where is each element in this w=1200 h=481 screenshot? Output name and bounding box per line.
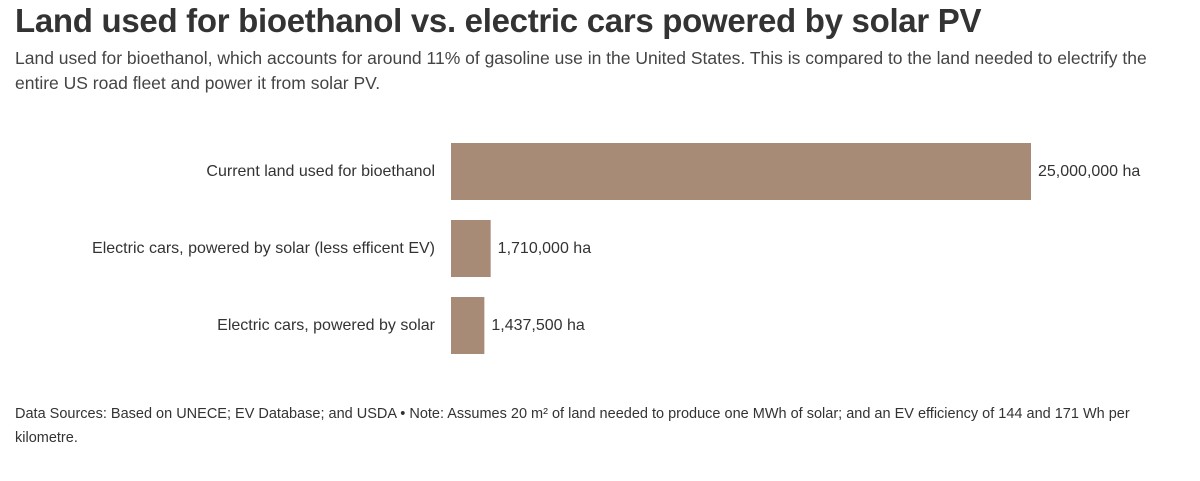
- chart-footer: Data Sources: Based on UNECE; EV Databas…: [15, 406, 1130, 446]
- bar-1: [451, 220, 491, 277]
- category-label-2: Electric cars, powered by solar: [217, 317, 436, 334]
- chart-title: Land used for bioethanol vs. electric ca…: [15, 2, 982, 39]
- chart-subtitle: Land used for bioethanol, which accounts…: [15, 48, 1147, 93]
- bars-layer: [451, 143, 1031, 354]
- bar-0: [451, 143, 1031, 200]
- value-label-1: 1,710,000 ha: [498, 240, 592, 257]
- value-label-0: 25,000,000 ha: [1038, 163, 1140, 180]
- bar-2: [451, 297, 485, 354]
- category-label-0: Current land used for bioethanol: [206, 163, 435, 180]
- labels-layer: Current land used for bioethanol 25,000,0…: [92, 163, 1140, 334]
- value-label-2: 1,437,500 ha: [491, 317, 585, 334]
- category-label-1: Electric cars, powered by solar (less ef…: [92, 240, 435, 257]
